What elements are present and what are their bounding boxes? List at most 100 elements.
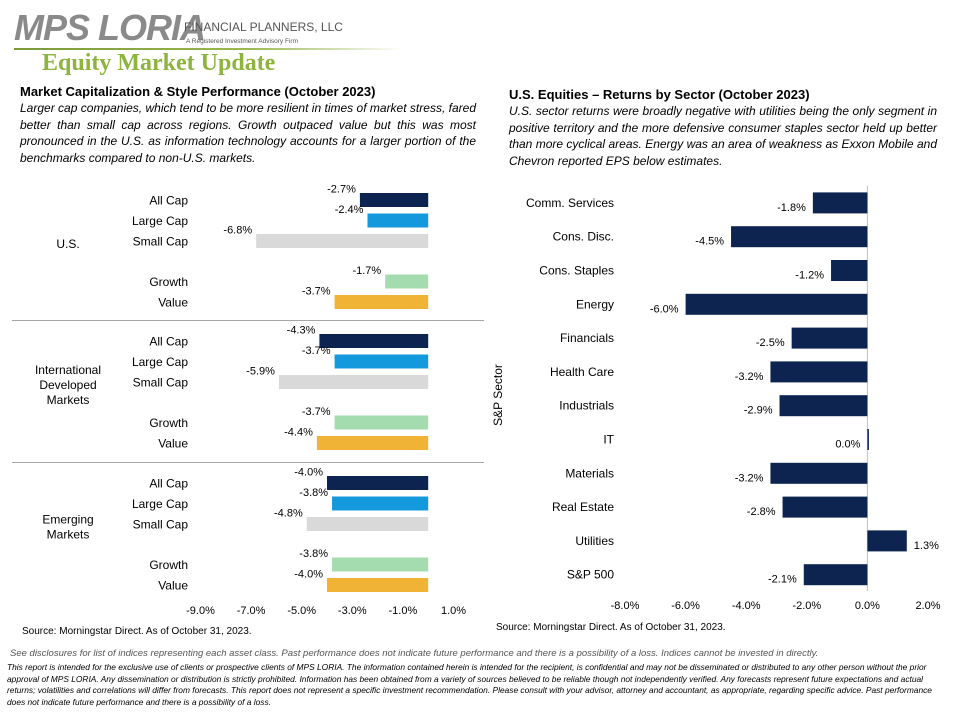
right-chart-source: Source: Morningstar Direct. As of Octobe…: [496, 622, 726, 633]
category-label: Energy: [576, 297, 614, 311]
category-label: Small Cap: [133, 235, 189, 249]
group-label: U.S.: [56, 237, 79, 251]
category-label: Growth: [149, 275, 188, 289]
x-tick-label: -5.0%: [287, 605, 316, 617]
bar: [803, 564, 868, 586]
disclosure-note: See disclosures for list of indices repr…: [10, 648, 819, 659]
data-label: -4.0%: [294, 569, 323, 581]
bar: [685, 293, 868, 315]
x-tick-label: 0.0%: [855, 600, 880, 612]
group-label: Markets: [47, 393, 90, 407]
category-label: Small Cap: [133, 518, 189, 532]
data-label: -4.4%: [284, 427, 313, 439]
bar: [306, 517, 429, 531]
right-chart-heading: U.S. Equities – Returns by Sector (Octob…: [509, 87, 810, 102]
bar: [319, 334, 429, 348]
category-label: Large Cap: [132, 214, 188, 228]
bar: [332, 557, 429, 572]
x-tick-label: -4.0%: [732, 600, 761, 612]
data-label: -3.8%: [299, 548, 328, 560]
category-label: All Cap: [149, 335, 188, 349]
bar: [867, 429, 869, 450]
category-label: Value: [158, 579, 188, 593]
y-axis-title: S&P Sector: [491, 364, 505, 426]
bar: [332, 496, 429, 511]
bar: [334, 354, 429, 369]
data-label: -2.1%: [768, 574, 797, 586]
category-label: Large Cap: [132, 497, 188, 511]
data-label: -4.8%: [274, 508, 303, 520]
category-label: S&P 500: [567, 568, 614, 582]
data-label: -3.2%: [735, 371, 764, 383]
category-label: Comm. Services: [526, 196, 614, 210]
x-tick-label: -8.0%: [611, 600, 640, 612]
bar: [278, 375, 429, 389]
category-label: Cons. Staples: [539, 264, 614, 278]
x-tick-label: -9.0%: [186, 605, 215, 617]
bar: [367, 213, 429, 228]
data-label: -1.2%: [795, 270, 824, 282]
bar: [867, 530, 907, 552]
data-label: -2.4%: [335, 204, 364, 216]
category-label: IT: [603, 433, 614, 447]
bar: [731, 226, 868, 248]
group-label: International: [35, 363, 101, 377]
data-label: 1.3%: [914, 540, 939, 552]
legal-disclaimer: This report is intended for the exclusiv…: [7, 662, 932, 707]
left-chart-source: Source: Morningstar Direct. As of Octobe…: [22, 626, 252, 637]
category-label: Large Cap: [132, 355, 188, 369]
logo-tagline: A Registered Investment Advisory Firm: [186, 38, 298, 45]
x-tick-label: -7.0%: [237, 605, 266, 617]
x-tick-label: -1.0%: [389, 605, 418, 617]
category-label: Financials: [560, 331, 614, 345]
x-tick-label: -3.0%: [338, 605, 367, 617]
data-label: -4.3%: [287, 325, 316, 337]
bar: [782, 496, 868, 518]
bar: [256, 234, 429, 248]
bar: [770, 361, 868, 383]
logo-underline: [14, 48, 404, 50]
x-tick-label: 1.0%: [441, 605, 466, 617]
category-label: All Cap: [149, 477, 188, 491]
left-chart-heading: Market Capitalization & Style Performanc…: [20, 84, 376, 99]
data-label: -1.7%: [352, 265, 381, 277]
company-logo: MPS LORIA FINANCIAL PLANNERS, LLC A Regi…: [14, 8, 404, 54]
bar: [327, 578, 429, 592]
logo-wordmark: MPS LORIA: [14, 7, 206, 48]
group-label: Emerging: [42, 513, 93, 527]
data-label: -2.5%: [756, 337, 785, 349]
category-label: All Cap: [149, 194, 188, 208]
bar: [791, 327, 868, 349]
bar: [770, 462, 868, 484]
data-label: -6.0%: [650, 303, 679, 315]
category-label: Cons. Disc.: [553, 230, 614, 244]
bar: [316, 436, 429, 450]
data-label: 0.0%: [835, 439, 860, 451]
data-label: -2.8%: [747, 506, 776, 518]
category-label: Small Cap: [133, 376, 189, 390]
bar: [385, 274, 429, 289]
bar: [334, 415, 429, 430]
bar: [327, 476, 429, 490]
category-label: Growth: [149, 558, 188, 572]
group-label: Markets: [47, 528, 90, 542]
left-chart-description: Larger cap companies, which tend to be m…: [20, 101, 476, 165]
data-label: -3.7%: [302, 406, 331, 418]
category-label: Materials: [565, 466, 614, 480]
category-label: Utilities: [575, 534, 614, 548]
category-label: Value: [158, 437, 188, 451]
category-label: Industrials: [559, 399, 614, 413]
category-label: Real Estate: [552, 500, 614, 514]
x-tick-label: -6.0%: [671, 600, 700, 612]
group-label: Developed: [39, 378, 96, 392]
bar: [359, 193, 429, 207]
bar: [334, 295, 429, 309]
data-label: -2.7%: [327, 184, 356, 196]
data-label: -4.0%: [294, 467, 323, 479]
right-chart-description: U.S. sector returns were broadly negativ…: [509, 104, 937, 168]
bar: [831, 260, 868, 281]
x-tick-label: 2.0%: [915, 600, 940, 612]
category-label: Growth: [149, 416, 188, 430]
